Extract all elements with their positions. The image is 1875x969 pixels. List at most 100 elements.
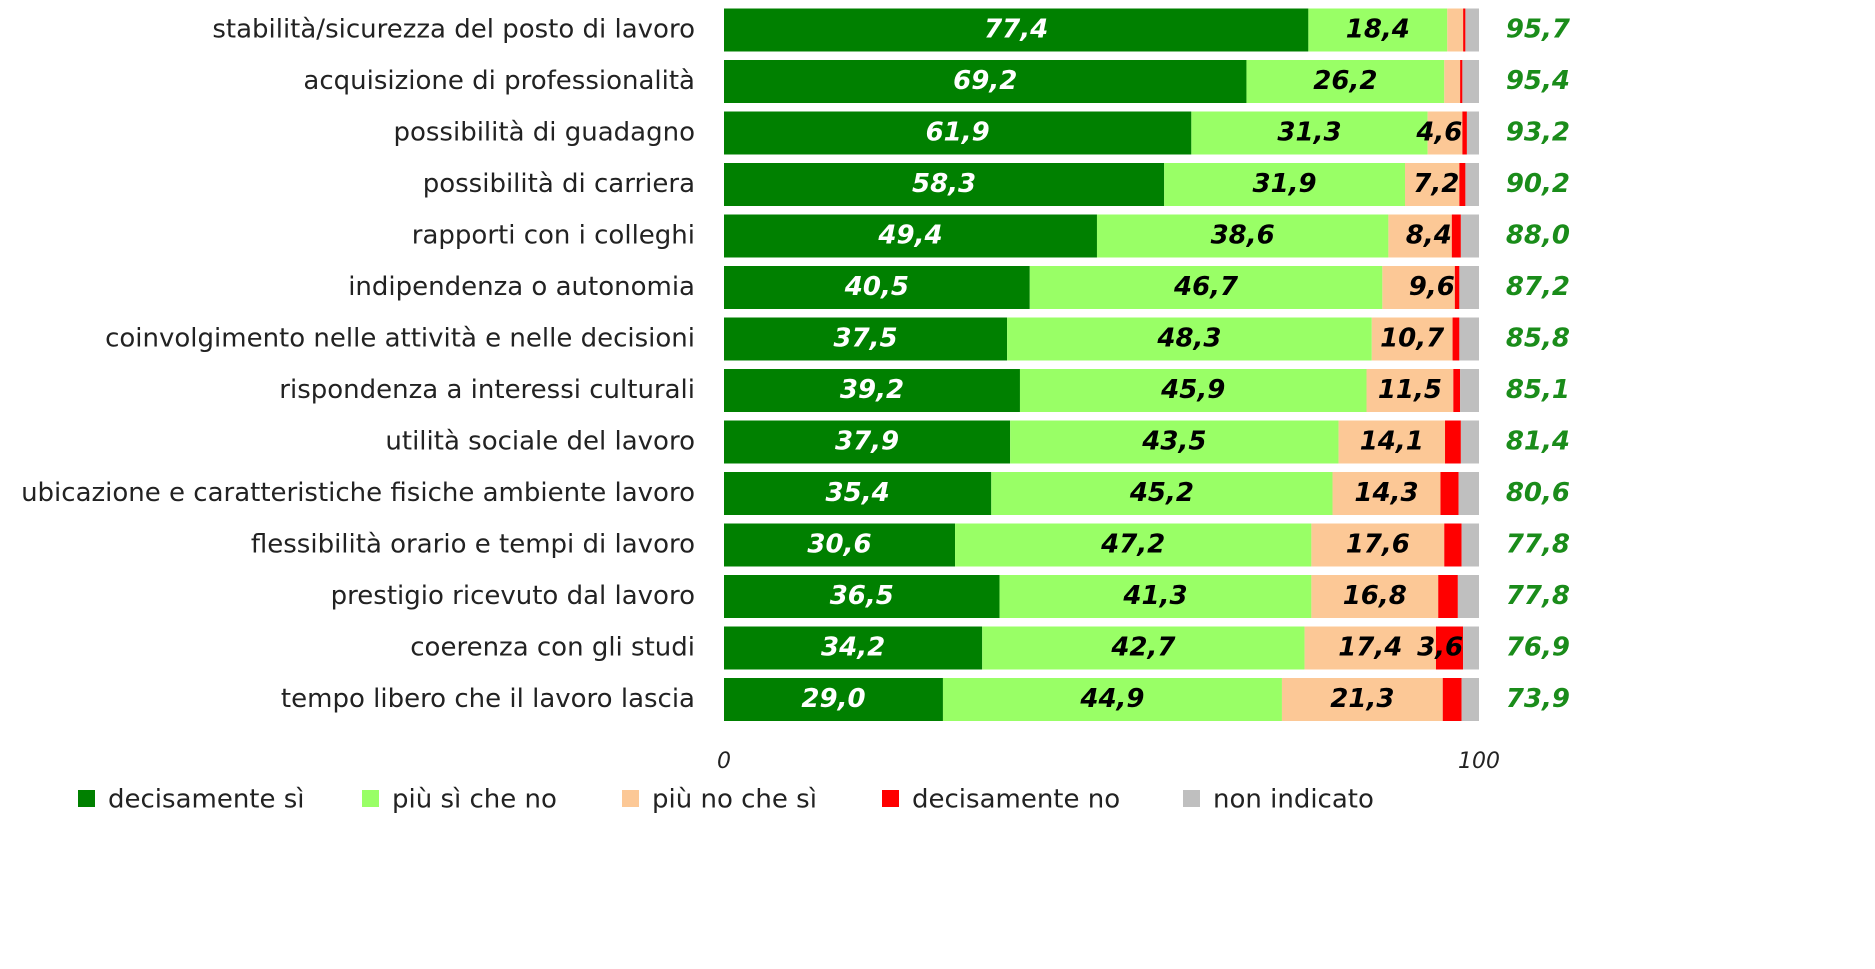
category-label: ubicazione e caratteristiche fisiche amb…: [21, 478, 695, 508]
total-label: 76,9: [1506, 633, 1570, 663]
bar-segment: [1459, 317, 1479, 361]
legend-label: decisamente sì: [108, 785, 305, 815]
bar-segment: [955, 523, 1312, 567]
value-label: 29,0: [801, 684, 865, 714]
legend-swatch: [1183, 790, 1200, 807]
value-label: 38,6: [1211, 221, 1275, 251]
value-label: 34,2: [821, 633, 885, 663]
value-label: 77,4: [984, 15, 1048, 45]
x-tick-label: 0: [717, 749, 731, 774]
bar-segment: [1332, 472, 1441, 515]
category-label: rapporti con i colleghi: [412, 221, 695, 251]
value-label: 41,3: [1122, 581, 1187, 611]
bar-segment: [1019, 369, 1367, 412]
value-label: 31,9: [1253, 169, 1317, 199]
bar-segment: [724, 523, 956, 567]
value-label: 3,6: [1417, 633, 1463, 663]
value-label: 9,6: [1409, 272, 1455, 302]
total-label: 88,0: [1506, 221, 1570, 251]
bar-segment: [1096, 214, 1389, 258]
bar-segment: [1452, 317, 1460, 361]
legend-swatch: [882, 790, 899, 807]
legend-label: più no che sì: [652, 785, 817, 815]
bar-segment: [1010, 420, 1339, 464]
value-label: 4,6: [1415, 118, 1462, 148]
total-label: 77,8: [1506, 530, 1570, 560]
value-label: 31,3: [1277, 118, 1341, 148]
legend-swatch: [78, 790, 95, 807]
bar-segment: [1405, 163, 1460, 206]
bar-segment: [724, 317, 1008, 361]
value-label: 49,4: [877, 221, 942, 251]
bar-segment: [1281, 678, 1443, 721]
category-label: flessibilità orario e tempi di lavoro: [251, 530, 695, 560]
bar-segment: [1388, 214, 1452, 258]
value-label: 45,2: [1129, 478, 1194, 508]
category-label: coinvolgimento nelle attività e nelle de…: [105, 324, 695, 354]
bar-segment: [991, 472, 1333, 515]
value-label: 14,3: [1354, 478, 1418, 508]
category-label: stabilità/sicurezza del posto di lavoro: [212, 15, 695, 45]
value-label: 40,5: [844, 272, 909, 302]
category-label: possibilità di guadagno: [393, 118, 695, 148]
value-label: 48,3: [1156, 324, 1221, 354]
bar-segment: [1442, 678, 1462, 721]
value-label: 36,5: [830, 581, 894, 611]
category-label: tempo libero che il lavoro lascia: [281, 684, 695, 714]
value-label: 37,9: [835, 427, 899, 457]
bar-segment: [724, 8, 1309, 52]
total-label: 80,6: [1506, 478, 1570, 508]
bar-segment: [724, 626, 983, 670]
category-label: possibilità di carriera: [423, 169, 695, 199]
bar-segment: [1164, 163, 1406, 206]
value-label: 21,3: [1330, 684, 1394, 714]
bar-segment: [1465, 8, 1479, 52]
value-label: 30,6: [807, 530, 871, 560]
bar-segment: [1457, 575, 1479, 618]
bar-segment: [1440, 472, 1459, 515]
total-label: 73,9: [1506, 684, 1570, 714]
bar-segment: [1461, 678, 1479, 721]
category-label: utilità sociale del lavoro: [385, 427, 695, 457]
total-label: 87,2: [1506, 272, 1570, 302]
bar-segment: [724, 163, 1165, 206]
value-label: 26,2: [1313, 66, 1377, 96]
bar-segment: [1311, 575, 1439, 618]
value-label: 35,4: [826, 478, 890, 508]
bar-segment: [1459, 163, 1466, 206]
bar-segment: [1454, 266, 1460, 309]
value-label: 61,9: [926, 118, 990, 148]
value-label: 43,5: [1141, 427, 1206, 457]
bar-segment: [1463, 626, 1479, 670]
bar-segment: [1466, 111, 1479, 155]
bar-segment: [724, 420, 1011, 464]
bar-segment: [724, 575, 1000, 618]
bar-segment: [1308, 8, 1448, 52]
value-label: 37,5: [833, 324, 897, 354]
bar-segment: [1447, 8, 1464, 52]
total-label: 95,7: [1506, 15, 1571, 45]
bar-segment: [1465, 163, 1479, 206]
value-label: 11,5: [1378, 375, 1442, 405]
bar-segment: [724, 472, 992, 515]
bar-segment: [1427, 111, 1463, 155]
bar-segment: [1445, 420, 1461, 464]
bar-segment: [1460, 420, 1479, 464]
x-tick-label: 100: [1458, 749, 1500, 774]
value-label: 44,9: [1079, 684, 1144, 714]
total-label: 81,4: [1506, 427, 1570, 457]
value-label: 47,2: [1100, 530, 1165, 560]
value-label: 17,6: [1346, 530, 1410, 560]
bar-segment: [1311, 523, 1445, 567]
value-label: 39,2: [840, 375, 904, 405]
category-label: indipendenza o autonomia: [348, 272, 695, 302]
value-label: 10,7: [1380, 324, 1445, 354]
value-label: 16,8: [1343, 581, 1407, 611]
bar-segment: [1304, 626, 1436, 670]
value-label: 18,4: [1346, 15, 1410, 45]
legend-swatch: [362, 790, 379, 807]
value-label: 46,7: [1173, 272, 1239, 302]
value-label: 8,4: [1406, 221, 1452, 251]
bar-segment: [724, 111, 1192, 155]
legend-label: non indicato: [1213, 785, 1374, 815]
